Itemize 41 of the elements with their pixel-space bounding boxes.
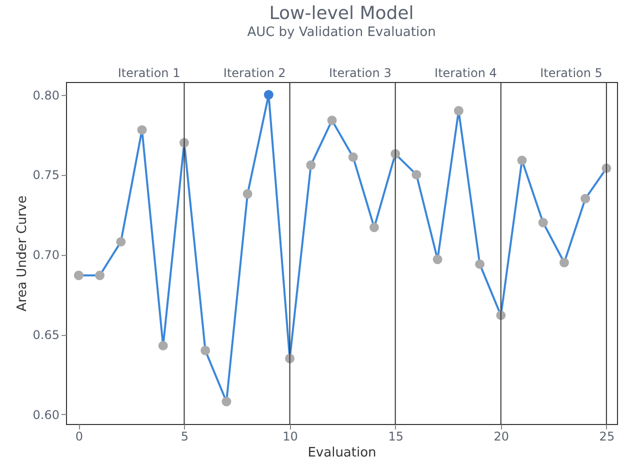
ref-line-label: Iteration 1 <box>118 66 180 80</box>
point <box>264 90 274 100</box>
point <box>137 125 147 135</box>
x-axis-title: Evaluation <box>308 446 376 460</box>
point <box>412 170 422 180</box>
point <box>580 194 590 204</box>
point <box>475 259 485 269</box>
point <box>200 346 210 356</box>
x-tick-label: 5 <box>180 430 189 444</box>
point <box>432 254 442 264</box>
point <box>74 270 84 280</box>
point <box>306 160 316 170</box>
x-tick-label: 15 <box>388 430 404 444</box>
point <box>538 218 548 228</box>
point <box>158 340 168 350</box>
y-tick-label: 0.80 <box>32 88 60 102</box>
chart-title: Low-level Model <box>269 3 414 24</box>
point <box>95 270 105 280</box>
point <box>517 156 527 166</box>
point <box>327 116 337 126</box>
y-tick-label: 0.65 <box>32 328 60 342</box>
x-tick-label: 0 <box>75 430 83 444</box>
point <box>348 152 358 162</box>
point <box>116 237 126 247</box>
ref-line-label: Iteration 5 <box>540 66 602 80</box>
point <box>454 106 464 116</box>
chart-subtitle: AUC by Validation Evaluation <box>247 25 436 40</box>
y-axis-title: Area Under Curve <box>14 196 30 312</box>
point <box>222 396 232 406</box>
point <box>369 222 379 232</box>
ref-line-label: Iteration 2 <box>223 66 286 80</box>
y-tick-label: 0.60 <box>32 408 60 422</box>
ref-line-label: Iteration 3 <box>328 66 392 80</box>
x-tick-label: 25 <box>599 430 615 444</box>
x-tick-label: 20 <box>494 430 510 444</box>
ref-line-label: Iteration 4 <box>434 66 497 80</box>
point <box>559 258 569 268</box>
point <box>242 189 252 199</box>
y-tick-label: 0.70 <box>32 248 60 262</box>
y-tick-label: 0.75 <box>32 168 60 182</box>
x-tick-label: 10 <box>282 430 298 444</box>
